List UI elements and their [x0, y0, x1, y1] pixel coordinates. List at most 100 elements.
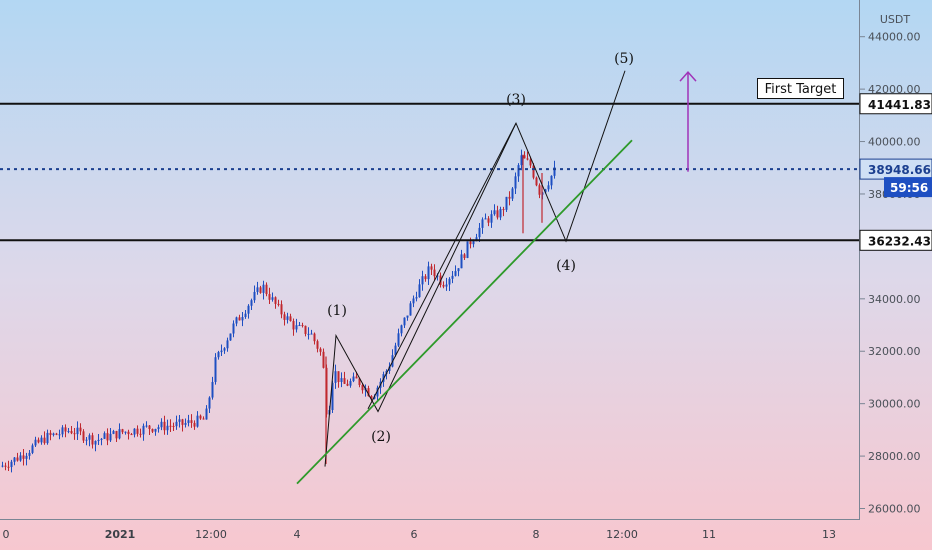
candle-body [220, 350, 223, 353]
time-tick-label: 0 [3, 528, 10, 541]
countdown-box [884, 177, 932, 198]
candle-body [193, 422, 196, 427]
candle-body [277, 303, 280, 305]
candle-body [1, 465, 4, 467]
time-tick-label: 6 [411, 528, 418, 541]
candle-body [199, 415, 202, 419]
price-tick-label: 32000.00 [868, 345, 921, 358]
candle-body [526, 158, 529, 160]
wave-label: (3) [506, 92, 526, 108]
candle-body [139, 433, 142, 435]
candle-body [331, 382, 334, 411]
candle-body [211, 381, 214, 398]
candle-body [244, 313, 247, 318]
candle-body [16, 457, 19, 461]
candle-body [190, 420, 193, 423]
candle-body [499, 209, 502, 218]
candle-body [283, 314, 286, 320]
candle-body [4, 465, 7, 467]
candle-body [181, 419, 184, 425]
time-tick-label: 8 [533, 528, 540, 541]
candle-body [91, 435, 94, 445]
candle-body [424, 276, 427, 280]
support-trendline[interactable] [296, 139, 633, 485]
candle-body [547, 185, 550, 190]
candle-body [514, 176, 517, 189]
candle-body [127, 431, 130, 435]
candle-body [103, 433, 106, 439]
time-tick-label: 13 [822, 528, 836, 541]
candle-body [289, 316, 292, 322]
candle-body [208, 397, 211, 409]
candle-body [478, 227, 481, 238]
candle-body [64, 427, 67, 432]
candle-body [433, 269, 436, 277]
candle-body [151, 428, 154, 432]
candle-body [361, 384, 364, 391]
candle-body [301, 325, 304, 327]
candle-body [10, 461, 13, 468]
countdown-label: 59:56 [890, 181, 928, 195]
candle-body [157, 427, 160, 429]
candle-body [82, 431, 85, 441]
candle-body [451, 275, 454, 279]
candle-body [73, 433, 76, 435]
candle-body [169, 425, 172, 427]
candle-body [70, 431, 73, 434]
support-tag-box [859, 229, 932, 251]
candle-body [259, 287, 262, 293]
candle-body [460, 254, 463, 269]
time-axis[interactable]: 0 2021 12:00 4 6 8 12:00 11 13 [3, 528, 837, 541]
candle-body [25, 455, 28, 459]
wave-channel-line[interactable] [367, 122, 517, 410]
candle-body [319, 348, 322, 352]
target-arrow-head [679, 70, 697, 82]
price-tick-label: 30000.00 [868, 398, 921, 411]
candle-body [37, 439, 40, 443]
candle-body [538, 185, 541, 195]
candle-body [229, 333, 232, 341]
resistance-tag-label: 41441.83 [868, 98, 931, 112]
level-tags: 41441.83 38948.66 36232.43 59:56 [859, 93, 932, 251]
price-tick-label: 44000.00 [868, 31, 921, 44]
candle-body [106, 433, 109, 441]
candle-body [145, 425, 148, 427]
candle-body [550, 175, 553, 186]
quote-currency-label: USDT [880, 13, 911, 26]
candle-body [154, 428, 157, 432]
elliott-wave-path[interactable] [324, 70, 626, 467]
wave-label: (1) [327, 303, 347, 319]
candle-body [313, 333, 316, 342]
candle-body [178, 419, 181, 422]
candle-body [76, 427, 79, 435]
candle-body [67, 431, 70, 433]
candle-body [340, 378, 343, 382]
candle-body [466, 241, 469, 258]
resistance-tag-box [859, 93, 932, 115]
candle-body [337, 371, 340, 382]
candle-body [34, 439, 37, 446]
candle-body [262, 284, 265, 293]
time-tick-label: 11 [702, 528, 716, 541]
candle-body [442, 284, 445, 287]
candle-body [511, 188, 514, 199]
candle-body [505, 196, 508, 210]
candle-body [214, 357, 217, 382]
candle-body [298, 325, 301, 327]
first-target-label[interactable]: First Target [757, 78, 844, 99]
candle-body [412, 298, 415, 304]
first-target-text: First Target [765, 82, 837, 97]
candle-body [19, 455, 22, 461]
candle-body [472, 241, 475, 245]
candle-body [133, 428, 136, 435]
time-tick-label: 12:00 [195, 528, 227, 541]
candle-body [163, 421, 166, 431]
candle-body [124, 431, 127, 433]
candle-body [136, 428, 139, 434]
candle-body [370, 396, 373, 399]
candle-body [484, 218, 487, 220]
candle-body [205, 408, 208, 420]
last-price-tag-label: 38948.66 [868, 163, 931, 177]
